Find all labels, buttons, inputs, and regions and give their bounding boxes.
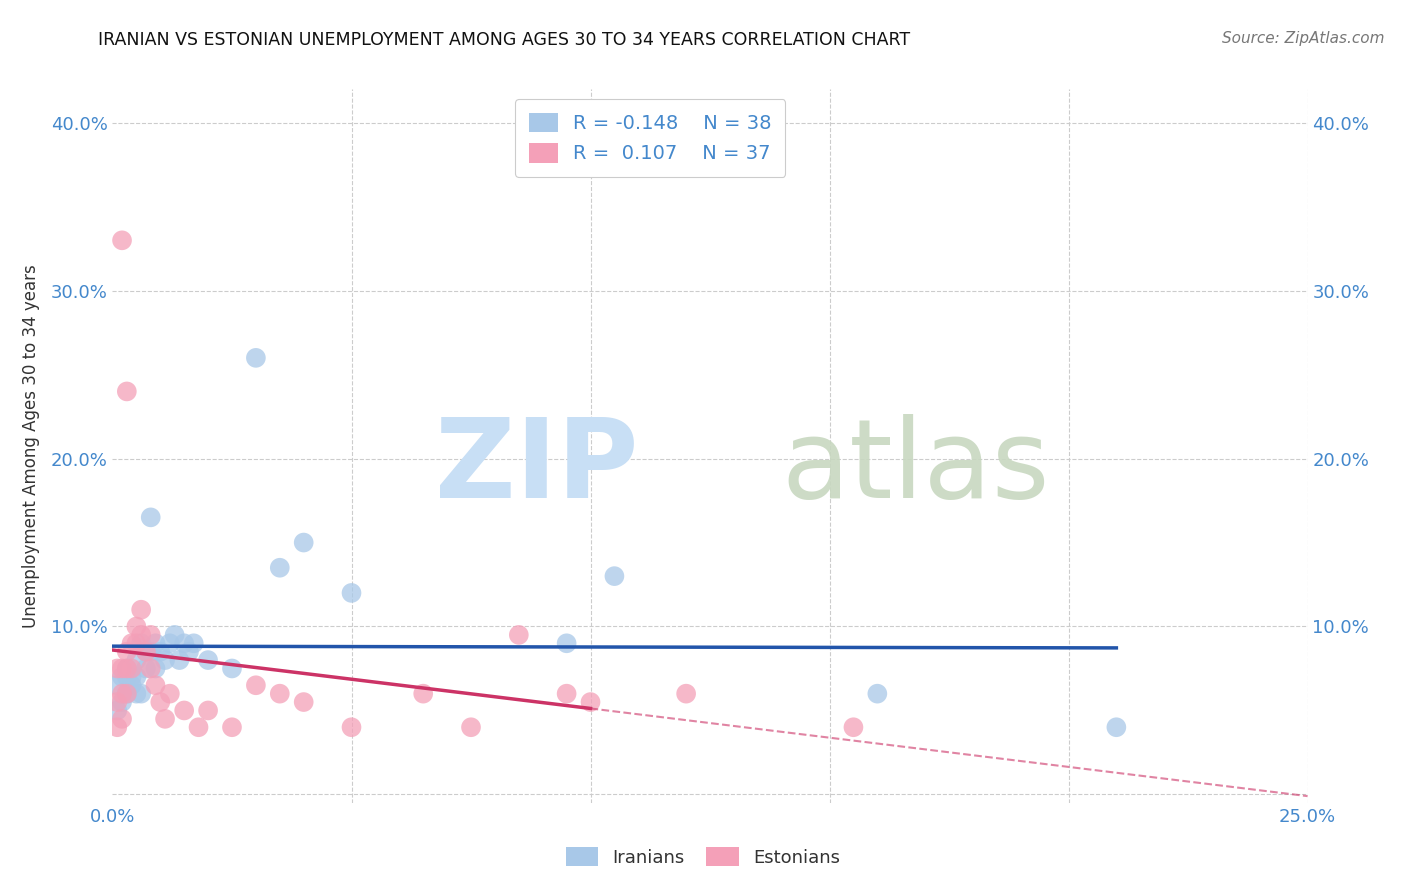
Point — [105, 703, 128, 717]
Point — [111, 687, 134, 701]
Point — [129, 603, 152, 617]
Point — [115, 384, 138, 399]
Point — [866, 687, 889, 701]
Point — [121, 670, 143, 684]
Point — [187, 720, 209, 734]
Point — [153, 653, 176, 667]
Legend: Iranians, Estonians: Iranians, Estonians — [558, 840, 848, 874]
Point — [149, 695, 172, 709]
Point — [111, 661, 134, 675]
Point — [135, 645, 157, 659]
Point — [139, 510, 162, 524]
Point — [579, 695, 602, 709]
Point — [115, 687, 138, 701]
Point — [125, 619, 148, 633]
Point — [269, 560, 291, 574]
Point — [145, 661, 167, 675]
Text: ZIP: ZIP — [434, 414, 638, 521]
Point — [221, 720, 243, 734]
Point — [145, 678, 167, 692]
Point — [135, 645, 157, 659]
Point — [173, 703, 195, 717]
Point — [129, 628, 152, 642]
Point — [169, 653, 191, 667]
Point — [221, 661, 243, 675]
Point — [105, 695, 128, 709]
Point — [245, 351, 267, 365]
Point — [163, 628, 186, 642]
Point — [125, 636, 148, 650]
Point — [177, 645, 200, 659]
Point — [555, 687, 578, 701]
Text: IRANIAN VS ESTONIAN UNEMPLOYMENT AMONG AGES 30 TO 34 YEARS CORRELATION CHART: IRANIAN VS ESTONIAN UNEMPLOYMENT AMONG A… — [98, 31, 911, 49]
Point — [292, 695, 315, 709]
Point — [412, 687, 434, 701]
Point — [145, 636, 167, 650]
Point — [125, 653, 148, 667]
Point — [125, 670, 148, 684]
Point — [460, 720, 482, 734]
Point — [115, 670, 138, 684]
Point — [139, 661, 162, 675]
Point — [1105, 720, 1128, 734]
Legend: R = -0.148    N = 38, R =  0.107    N = 37: R = -0.148 N = 38, R = 0.107 N = 37 — [515, 99, 786, 177]
Point — [269, 687, 291, 701]
Point — [105, 678, 128, 692]
Point — [508, 628, 530, 642]
Point — [842, 720, 865, 734]
Point — [555, 636, 578, 650]
Point — [292, 535, 315, 549]
Point — [245, 678, 267, 692]
Point — [111, 712, 134, 726]
Point — [340, 586, 363, 600]
Point — [173, 636, 195, 650]
Y-axis label: Unemployment Among Ages 30 to 34 years: Unemployment Among Ages 30 to 34 years — [21, 264, 39, 628]
Point — [111, 695, 134, 709]
Point — [603, 569, 626, 583]
Point — [197, 653, 219, 667]
Point — [135, 661, 157, 675]
Point — [159, 636, 181, 650]
Point — [105, 720, 128, 734]
Point — [149, 645, 172, 659]
Point — [125, 687, 148, 701]
Point — [153, 712, 176, 726]
Point — [115, 687, 138, 701]
Point — [121, 678, 143, 692]
Point — [197, 703, 219, 717]
Point — [139, 628, 162, 642]
Text: atlas: atlas — [782, 414, 1050, 521]
Point — [129, 636, 152, 650]
Point — [121, 636, 143, 650]
Point — [159, 687, 181, 701]
Point — [675, 687, 697, 701]
Point — [129, 687, 152, 701]
Point — [183, 636, 205, 650]
Point — [121, 661, 143, 675]
Point — [115, 661, 138, 675]
Point — [139, 645, 162, 659]
Point — [111, 233, 134, 247]
Point — [105, 661, 128, 675]
Point — [111, 670, 134, 684]
Point — [340, 720, 363, 734]
Point — [115, 645, 138, 659]
Point — [115, 661, 138, 675]
Text: Source: ZipAtlas.com: Source: ZipAtlas.com — [1222, 31, 1385, 46]
